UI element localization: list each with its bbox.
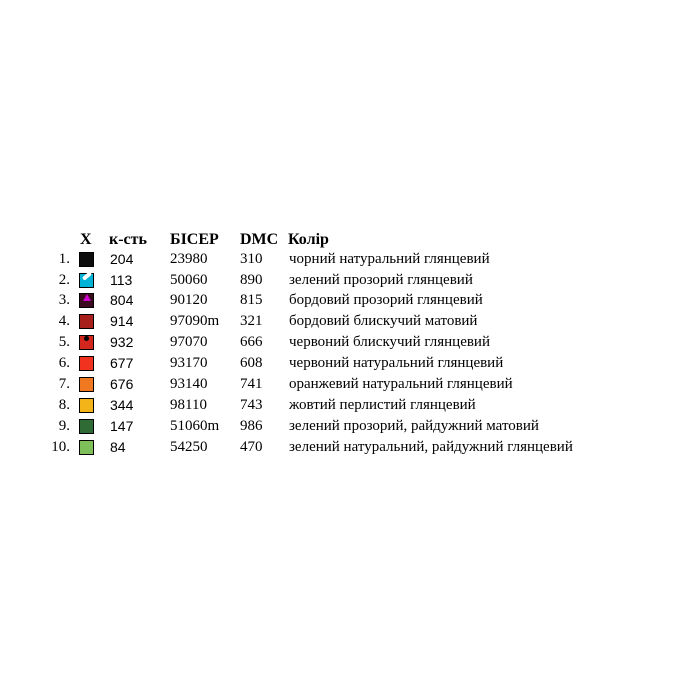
bead-code: 93140 <box>170 376 208 392</box>
header-color: Колір <box>288 231 329 248</box>
row-number: 5. <box>58 334 70 350</box>
bead-code: 98110 <box>170 397 207 413</box>
header-symbol: Х <box>80 231 92 248</box>
legend-row: 4. 914 97090m 321 бордовий блискучий мат… <box>0 311 700 332</box>
color-swatch <box>79 398 94 413</box>
bead-code: 97070 <box>170 334 208 350</box>
bead-code: 54250 <box>170 439 208 455</box>
color-name: зелений прозорий глянцевий <box>289 272 473 288</box>
triangle-symbol-icon <box>83 294 91 301</box>
legend-row: 2. 113 50060 890 зелений прозорий глянце… <box>0 270 700 291</box>
color-swatch <box>79 271 94 288</box>
dmc-code: 815 <box>240 292 263 308</box>
color-name: зелений натуральний, райдужний глянцевий <box>289 439 573 455</box>
color-name: бордовий прозорий глянцевий <box>289 292 483 308</box>
row-number: 9. <box>58 418 70 434</box>
header-bead: БІСЕР <box>170 231 219 248</box>
header-dmc: DMC <box>240 231 279 248</box>
color-name: червоний натуральний глянцевий <box>289 355 504 371</box>
legend-row: 8. 344 98110 743 жовтий перлистий глянце… <box>0 395 700 416</box>
dmc-code: 986 <box>240 418 263 434</box>
quantity-value: 84 <box>110 439 126 455</box>
row-number: 10. <box>51 439 70 455</box>
bead-code: 51060m <box>170 418 220 434</box>
color-swatch <box>79 293 94 308</box>
color-name: зелений прозорий, райдужний матовий <box>289 418 539 434</box>
row-number: 6. <box>58 355 70 371</box>
slash-symbol-icon <box>81 271 93 281</box>
bead-code: 93170 <box>170 355 208 371</box>
row-number: 2. <box>58 272 70 288</box>
color-swatch <box>79 314 94 329</box>
quantity-value: 677 <box>110 355 134 371</box>
dmc-code: 890 <box>240 272 263 288</box>
row-number: 7. <box>58 376 70 392</box>
color-swatch <box>79 377 94 392</box>
legend-row: 5. 932 97070 666 червоний блискучий глян… <box>0 332 700 353</box>
quantity-value: 932 <box>110 334 134 350</box>
legend-row: 6. 677 93170 608 червоний натуральний гл… <box>0 353 700 374</box>
row-number: 8. <box>58 397 70 413</box>
row-number: 3. <box>58 292 70 308</box>
quantity-value: 344 <box>110 397 134 413</box>
color-name: оранжевий натуральний глянцевий <box>289 376 513 392</box>
dmc-code: 741 <box>240 376 263 392</box>
legend-row: 10. 84 54250 470 зелений натуральний, ра… <box>0 437 700 458</box>
color-swatch <box>79 335 94 350</box>
row-number: 4. <box>58 313 70 329</box>
quantity-value: 113 <box>110 272 133 288</box>
quantity-value: 914 <box>110 313 134 329</box>
color-swatch <box>79 252 94 267</box>
legend-row: 7. 676 93140 741 оранжевий натуральний г… <box>0 374 700 395</box>
color-swatch <box>79 419 94 434</box>
header-quantity: к-сть <box>109 231 147 248</box>
bead-code: 97090m <box>170 313 220 329</box>
quantity-value: 204 <box>110 251 134 267</box>
legend-row: 3. 804 90120 815 бордовий прозорий глянц… <box>0 290 700 311</box>
color-swatch <box>79 356 94 371</box>
dmc-code: 310 <box>240 251 263 267</box>
color-name: жовтий перлистий глянцевий <box>289 397 476 413</box>
quantity-value: 676 <box>110 376 134 392</box>
dmc-code: 470 <box>240 439 263 455</box>
dmc-code: 321 <box>240 313 263 329</box>
dmc-code: 666 <box>240 334 263 350</box>
quantity-value: 804 <box>110 292 134 308</box>
bead-code: 50060 <box>170 272 208 288</box>
bead-code: 23980 <box>170 251 208 267</box>
dot-symbol-icon <box>84 336 89 341</box>
legend-row: 1. 204 23980 310 чорний натуральний глян… <box>0 249 700 270</box>
row-number: 1. <box>58 251 70 267</box>
color-name: червоний блискучий глянцевий <box>289 334 490 350</box>
color-swatch <box>79 440 94 455</box>
legend-row: 9. 147 51060m 986 зелений прозорий, райд… <box>0 416 700 437</box>
dmc-code: 608 <box>240 355 263 371</box>
quantity-value: 147 <box>110 418 134 434</box>
dmc-code: 743 <box>240 397 263 413</box>
color-name: чорний натуральний глянцевий <box>289 251 490 267</box>
bead-code: 90120 <box>170 292 208 308</box>
color-name: бордовий блискучий матовий <box>289 313 478 329</box>
